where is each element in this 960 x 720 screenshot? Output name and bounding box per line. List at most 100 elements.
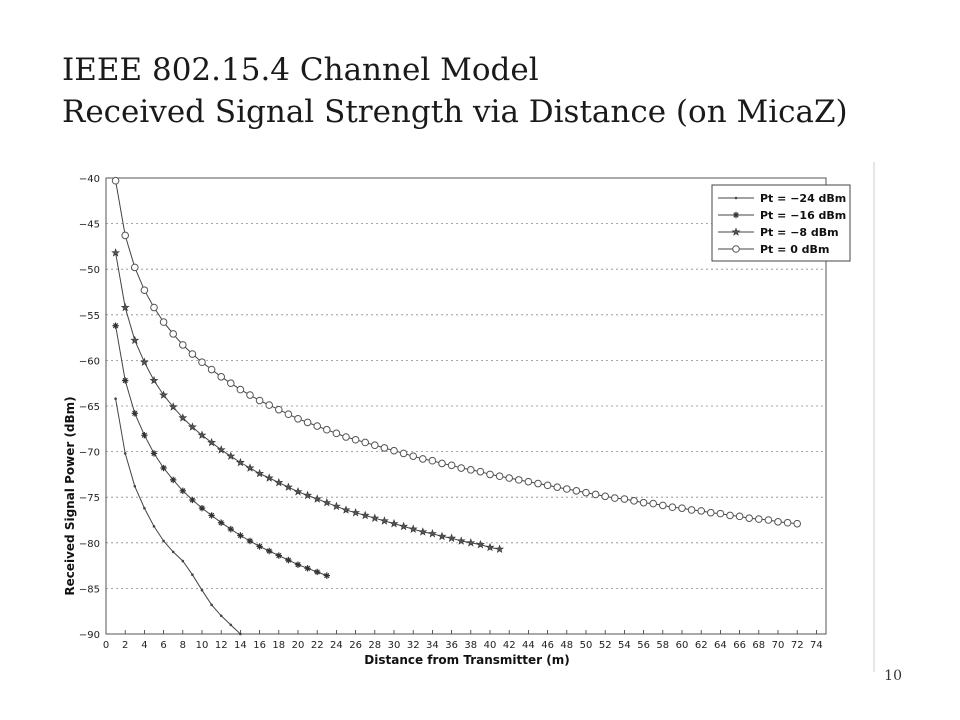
data-point xyxy=(114,397,117,401)
data-point xyxy=(265,401,273,409)
y-tick-label: −70 xyxy=(79,448,100,459)
data-point xyxy=(152,525,156,528)
data-point xyxy=(418,527,428,536)
x-tick-label: 14 xyxy=(234,640,247,651)
data-point xyxy=(379,516,389,525)
data-point xyxy=(255,468,265,478)
data-point xyxy=(237,532,244,539)
data-point xyxy=(191,573,194,577)
data-point xyxy=(245,463,255,472)
data-point xyxy=(122,377,129,384)
data-point xyxy=(697,507,706,515)
x-tick-label: 26 xyxy=(349,640,362,651)
data-point xyxy=(130,335,140,345)
x-tick-label: 74 xyxy=(810,640,823,651)
data-point xyxy=(427,529,437,538)
legend-label: Pt = −16 dBm xyxy=(760,209,846,222)
data-point xyxy=(726,511,734,520)
data-point xyxy=(783,518,792,527)
x-tick-label: 40 xyxy=(484,640,497,651)
x-tick-label: 70 xyxy=(772,640,785,651)
data-point xyxy=(735,512,744,521)
data-point xyxy=(534,479,542,488)
data-point xyxy=(150,450,158,457)
x-tick-label: 72 xyxy=(791,640,804,651)
data-point xyxy=(389,518,399,528)
x-tick-label: 34 xyxy=(426,640,439,651)
legend-label: Pt = −8 dBm xyxy=(760,226,839,239)
data-point xyxy=(179,341,187,349)
data-point xyxy=(351,435,360,444)
x-tick-label: 10 xyxy=(196,640,209,651)
data-point xyxy=(399,449,408,458)
data-point xyxy=(207,365,216,374)
y-tick-label: −60 xyxy=(79,356,100,367)
data-point xyxy=(793,519,802,528)
series-line-2 xyxy=(112,322,330,579)
data-point xyxy=(208,512,215,519)
data-point xyxy=(755,515,763,523)
x-tick-label: 22 xyxy=(311,640,324,651)
data-point xyxy=(611,494,619,502)
data-point xyxy=(563,485,571,493)
series-line-4 xyxy=(111,176,802,528)
data-point xyxy=(274,477,284,487)
data-point xyxy=(639,498,648,507)
data-point xyxy=(371,441,379,450)
data-point xyxy=(457,464,466,472)
data-point xyxy=(284,410,293,419)
data-point xyxy=(226,451,236,460)
data-point xyxy=(476,467,485,476)
x-tick-label: 58 xyxy=(656,640,669,651)
data-point xyxy=(171,550,175,554)
data-point xyxy=(572,487,581,495)
x-tick-label: 42 xyxy=(503,640,516,651)
x-tick-label: 36 xyxy=(445,640,458,651)
data-point xyxy=(189,496,196,504)
data-point xyxy=(582,488,590,497)
data-point xyxy=(216,445,226,454)
data-point xyxy=(227,379,235,387)
data-point xyxy=(303,418,312,427)
data-point xyxy=(159,318,168,326)
data-point xyxy=(256,543,263,550)
x-tick-label: 46 xyxy=(541,640,554,651)
x-axis-label: Distance from Transmitter (m) xyxy=(364,653,569,667)
data-point xyxy=(218,519,225,526)
data-point xyxy=(239,632,242,636)
data-point xyxy=(283,482,293,491)
data-point xyxy=(219,614,223,618)
series-line-1 xyxy=(114,397,242,636)
data-point xyxy=(323,572,330,579)
data-point xyxy=(668,503,677,512)
data-point xyxy=(467,466,475,474)
data-point xyxy=(774,518,782,526)
data-point xyxy=(314,568,321,576)
data-point xyxy=(246,537,254,545)
data-point xyxy=(160,464,167,472)
x-tick-label: 64 xyxy=(714,640,727,651)
data-point xyxy=(485,542,495,552)
data-point xyxy=(331,501,341,511)
data-point xyxy=(141,431,148,439)
data-point xyxy=(275,405,283,414)
data-point xyxy=(543,481,552,490)
data-point xyxy=(428,456,437,465)
series-path xyxy=(115,398,241,635)
slide-title-line-2: Received Signal Strength via Distance (o… xyxy=(62,94,848,130)
data-point xyxy=(351,508,361,517)
data-point xyxy=(236,385,245,394)
x-tick-label: 50 xyxy=(580,640,593,651)
data-point xyxy=(591,490,600,499)
data-point xyxy=(341,505,351,514)
data-point xyxy=(732,211,740,219)
legend-label: Pt = 0 dBm xyxy=(760,243,829,256)
data-point xyxy=(246,391,254,399)
data-point xyxy=(120,302,130,312)
data-point xyxy=(168,402,178,411)
data-point xyxy=(197,430,207,440)
data-point xyxy=(169,330,177,338)
data-point xyxy=(235,457,245,467)
data-point xyxy=(620,495,629,503)
data-point xyxy=(229,623,233,627)
